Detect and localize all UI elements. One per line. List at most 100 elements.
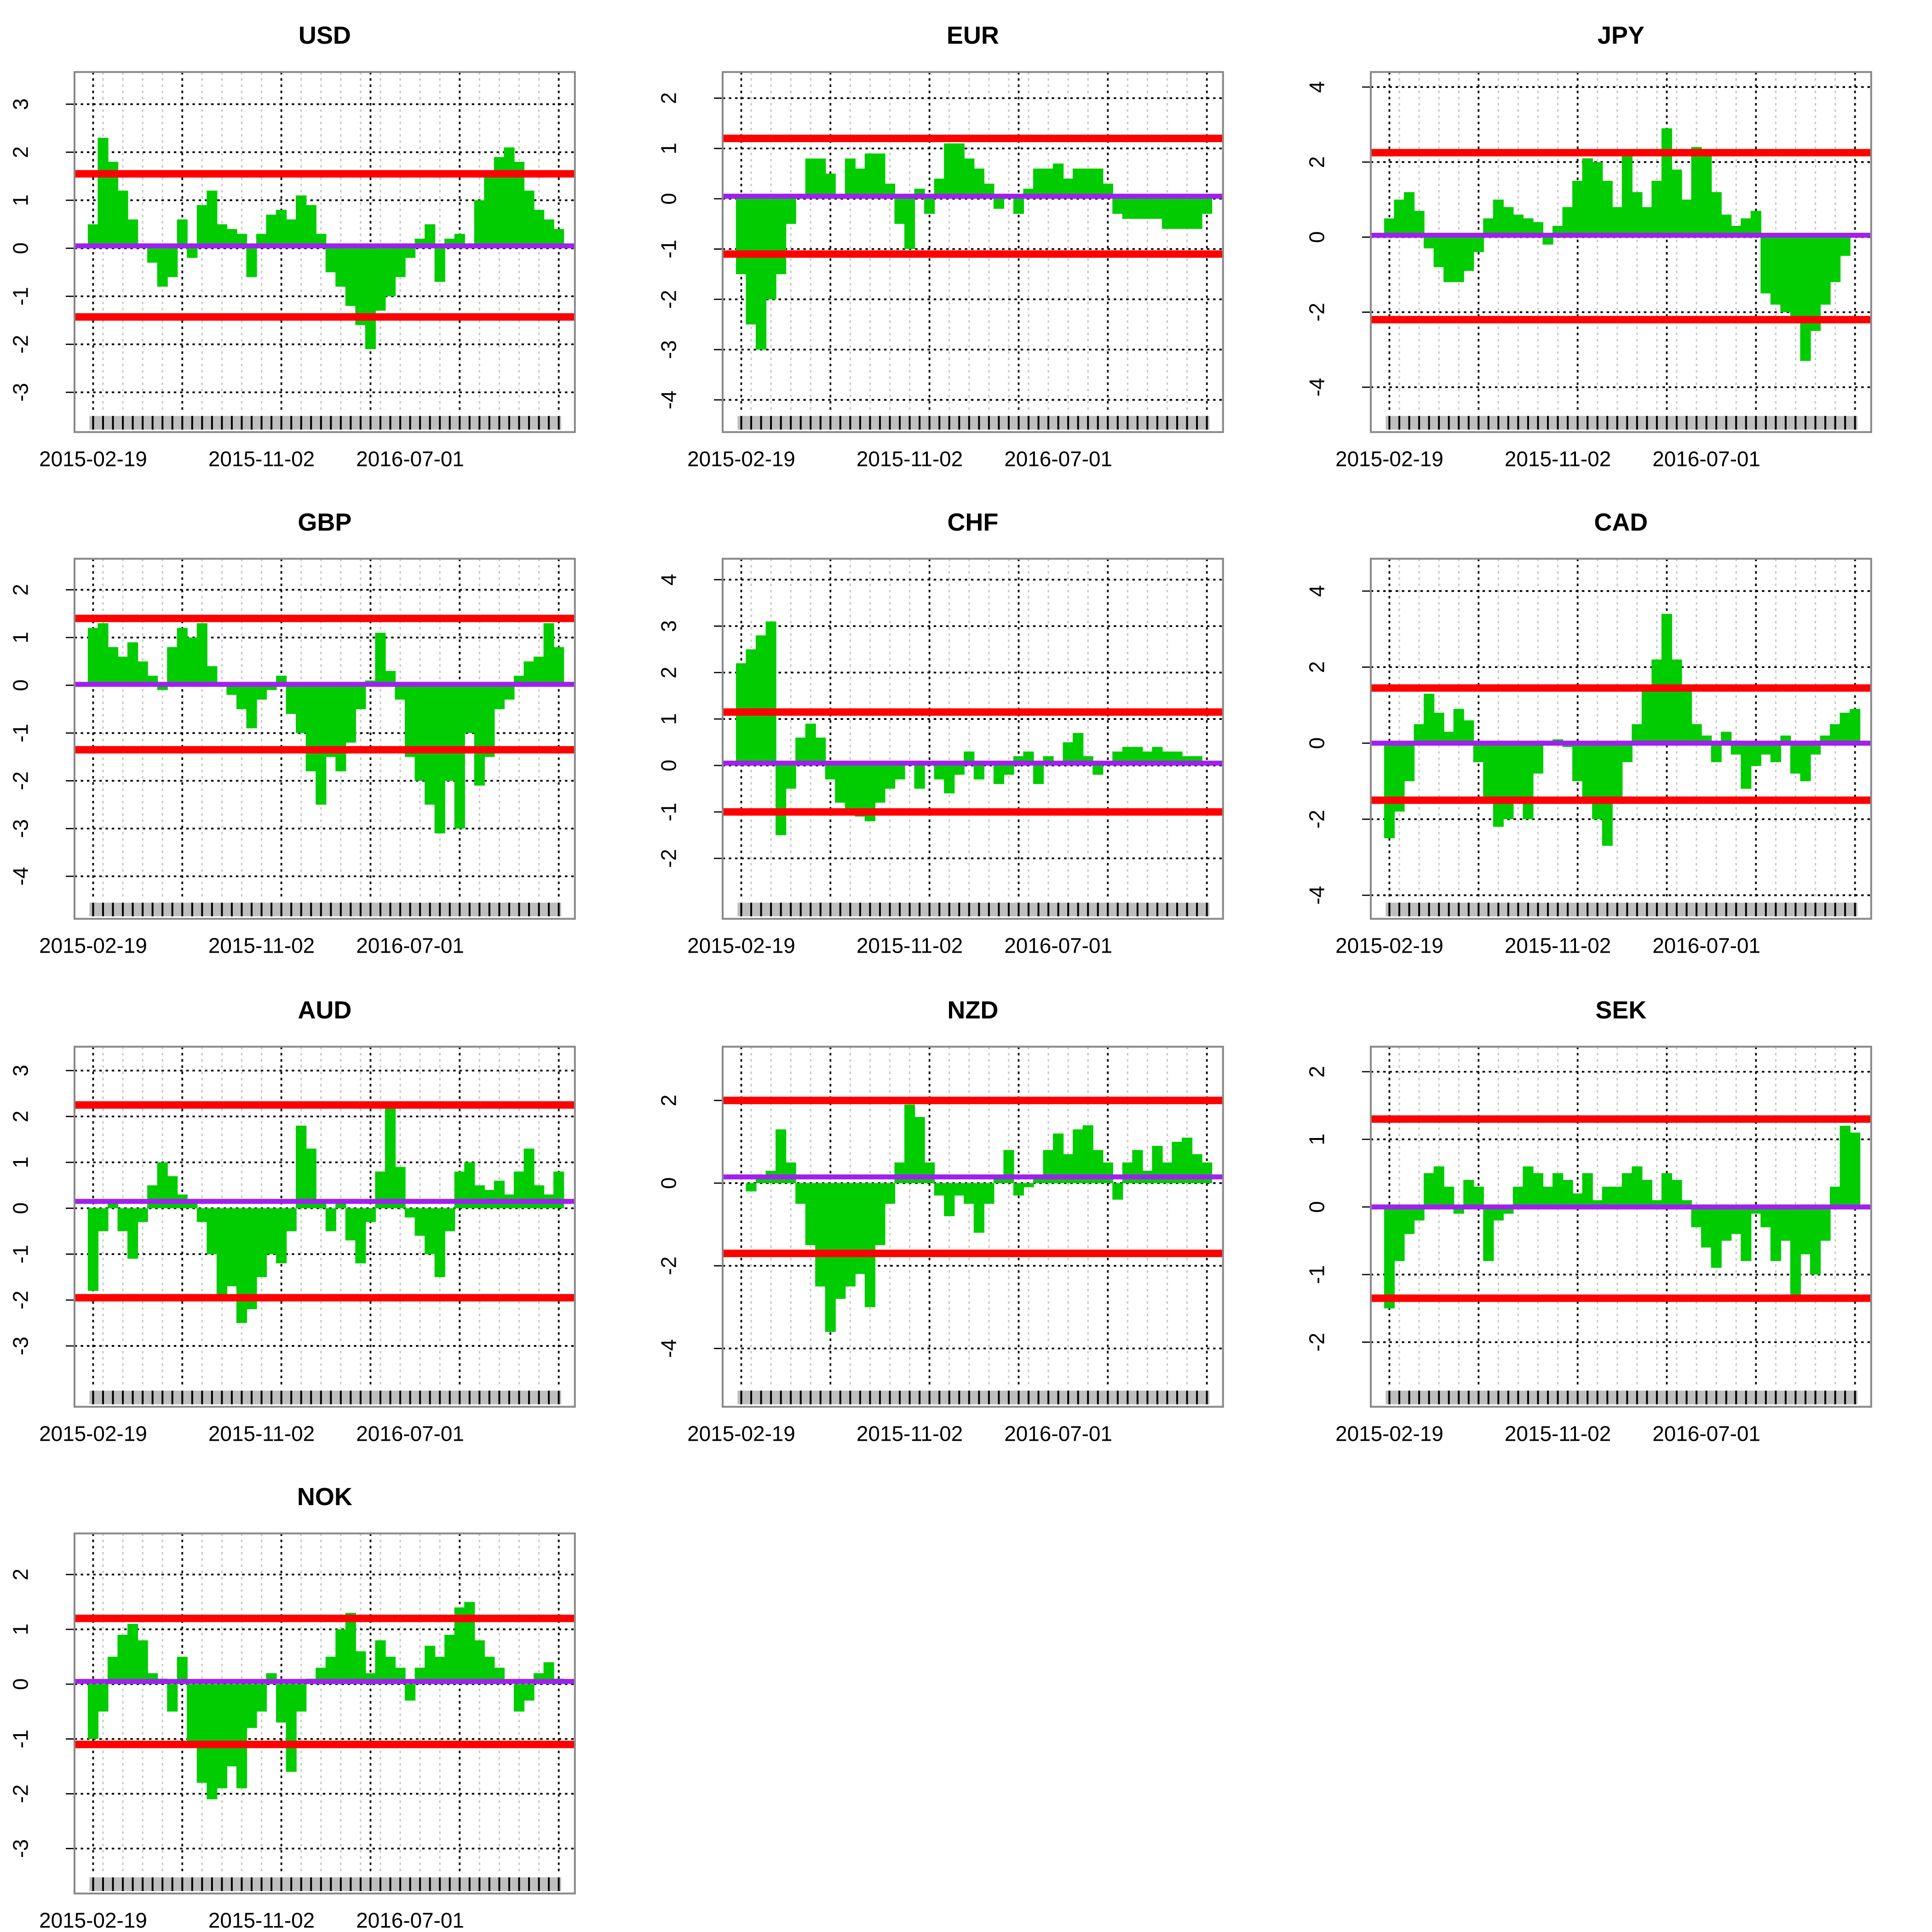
bar <box>1142 199 1153 219</box>
bar <box>98 138 109 248</box>
bar <box>395 1167 406 1208</box>
bar <box>1433 1166 1444 1207</box>
bar <box>1132 199 1143 219</box>
y-tick-label: 2 <box>9 1569 33 1581</box>
x-strip <box>89 1877 562 1891</box>
bar <box>944 765 955 794</box>
bar <box>1152 199 1163 219</box>
bar <box>196 205 207 248</box>
bar <box>765 621 776 766</box>
bar <box>137 661 148 685</box>
bar <box>395 685 406 700</box>
bar <box>1512 214 1524 237</box>
bar <box>1092 765 1104 775</box>
bar <box>1384 1207 1395 1309</box>
bar <box>98 1208 109 1231</box>
bar <box>395 248 406 277</box>
x-tick-label: 2016-07-01 <box>356 1909 464 1932</box>
bar <box>1152 1146 1163 1184</box>
bar <box>266 1208 277 1254</box>
bar <box>127 219 138 248</box>
bar <box>993 199 1004 209</box>
y-tick-label: 0 <box>9 1202 33 1214</box>
bar <box>1641 207 1652 237</box>
y-tick-label: -1 <box>9 1245 33 1264</box>
y-tick-label: 2 <box>1305 1066 1329 1078</box>
bar <box>1463 237 1474 271</box>
y-tick-label: -2 <box>9 1784 33 1803</box>
x-tick-label: 2016-07-01 <box>1004 1421 1112 1445</box>
bar <box>375 632 386 685</box>
bar <box>444 685 455 781</box>
panel-title: CHF <box>947 508 998 536</box>
bar <box>444 1208 455 1231</box>
bar <box>1102 1162 1113 1184</box>
y-tick-label: 0 <box>1305 737 1329 749</box>
bar <box>1612 743 1623 800</box>
bar <box>1840 237 1851 256</box>
bar <box>1013 199 1024 214</box>
bar <box>845 158 856 199</box>
x-tick-label: 2015-02-19 <box>39 1421 147 1445</box>
bar <box>385 671 396 685</box>
y-tick-label: -2 <box>1305 810 1329 828</box>
bar <box>167 647 178 685</box>
bar <box>87 224 99 248</box>
bar <box>1453 709 1464 743</box>
y-tick-label: -2 <box>657 849 681 868</box>
bar <box>1572 743 1583 782</box>
bar <box>1112 1183 1123 1200</box>
x-strip <box>1386 1391 1858 1404</box>
bar <box>1750 211 1761 237</box>
x-strip <box>737 416 1210 430</box>
bar <box>1191 199 1202 229</box>
x-tick-label: 2015-02-19 <box>39 447 147 471</box>
bar <box>1172 199 1183 229</box>
bar <box>286 1684 297 1772</box>
bar <box>874 153 886 199</box>
bar <box>1800 237 1811 361</box>
x-tick-label: 2016-07-01 <box>356 934 464 958</box>
bar <box>1850 709 1861 743</box>
bar <box>464 1602 475 1685</box>
x-strip <box>1386 416 1858 430</box>
panel-title: SEK <box>1595 996 1646 1024</box>
bar <box>1394 199 1405 237</box>
panel-title: JPY <box>1598 22 1644 49</box>
bar <box>1424 1173 1435 1207</box>
bar <box>944 1183 955 1216</box>
bar <box>127 1208 138 1259</box>
bar <box>305 685 316 771</box>
bar <box>1750 743 1761 766</box>
bar <box>207 190 218 248</box>
bar <box>934 1183 945 1196</box>
bar <box>1394 1207 1405 1261</box>
bar <box>964 158 975 199</box>
bar <box>454 1607 465 1685</box>
x-tick-label: 2016-07-01 <box>1004 934 1112 958</box>
panel-title: EUR <box>947 22 999 49</box>
bar <box>523 1148 535 1208</box>
bar <box>1403 743 1415 782</box>
bar <box>157 248 168 287</box>
bar <box>434 1656 445 1685</box>
bar <box>117 190 128 248</box>
bar <box>246 1684 257 1728</box>
bar <box>825 765 836 780</box>
bar <box>1414 1207 1425 1221</box>
bar <box>1433 237 1444 267</box>
bar <box>1053 163 1064 199</box>
bar <box>864 153 875 199</box>
bar <box>1840 713 1851 743</box>
x-strip <box>89 903 562 917</box>
bar <box>1741 743 1752 789</box>
bar <box>776 199 787 275</box>
bar <box>825 173 836 199</box>
bar <box>765 199 776 299</box>
x-tick-label: 2015-02-19 <box>1335 447 1443 471</box>
y-tick-label: 4 <box>1305 585 1329 597</box>
bar <box>504 147 515 248</box>
bar <box>296 685 307 733</box>
bar <box>855 1183 866 1274</box>
